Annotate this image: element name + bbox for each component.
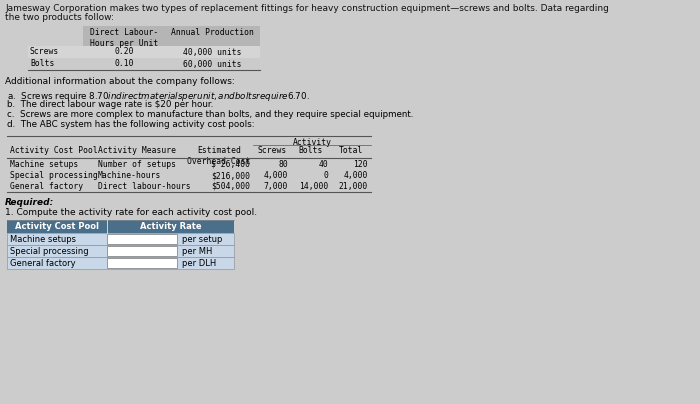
Text: Activity: Activity (293, 138, 332, 147)
Bar (7, 233, 234, 245)
Text: General factory: General factory (10, 259, 76, 267)
Text: Annual Production: Annual Production (171, 28, 254, 37)
Text: per MH: per MH (182, 246, 212, 255)
Text: Activity Measure: Activity Measure (98, 146, 176, 155)
Text: Screws: Screws (258, 146, 286, 155)
Text: 120: 120 (354, 160, 368, 169)
Text: 1. Compute the activity rate for each activity cost pool.: 1. Compute the activity rate for each ac… (5, 208, 257, 217)
Bar (28, 58, 260, 70)
Text: $ 26,400: $ 26,400 (211, 160, 250, 169)
Text: Direct labour-hours: Direct labour-hours (98, 182, 190, 191)
Text: a.  Screws require $8.70 in direct materials per unit, and bolts require $6.70.: a. Screws require $8.70 in direct materi… (7, 90, 310, 103)
Text: Activity Rate: Activity Rate (140, 222, 202, 231)
Text: Additional information about the company follows:: Additional information about the company… (5, 77, 235, 86)
Text: 40,000 units: 40,000 units (183, 48, 241, 57)
Text: Machine setups: Machine setups (10, 234, 76, 244)
Text: Bolts: Bolts (30, 59, 55, 69)
Text: 0.20: 0.20 (114, 48, 134, 57)
Text: 4,000: 4,000 (264, 171, 288, 180)
Text: 60,000 units: 60,000 units (183, 59, 241, 69)
Bar (107, 234, 177, 244)
Text: Activity Cost Pool: Activity Cost Pool (10, 146, 98, 155)
Text: 21,000: 21,000 (339, 182, 368, 191)
Bar (7, 220, 234, 233)
Text: $216,000: $216,000 (211, 171, 250, 180)
Text: General factory: General factory (10, 182, 83, 191)
Text: Required:: Required: (5, 198, 55, 207)
Bar (83, 26, 260, 46)
Text: Jamesway Corporation makes two types of replacement fittings for heavy construct: Jamesway Corporation makes two types of … (5, 4, 609, 13)
Text: $504,000: $504,000 (211, 182, 250, 191)
Text: Special processing: Special processing (10, 171, 98, 180)
Text: d.  The ABC system has the following activity cost pools:: d. The ABC system has the following acti… (7, 120, 255, 129)
Bar (107, 258, 177, 268)
Bar (7, 257, 234, 269)
Text: 4,000: 4,000 (344, 171, 368, 180)
Text: Special processing: Special processing (10, 246, 89, 255)
Text: Bolts: Bolts (299, 146, 323, 155)
Text: Estimated
Overhead Cost: Estimated Overhead Cost (188, 146, 251, 166)
Text: Number of setups: Number of setups (98, 160, 176, 169)
Text: Activity Cost Pool: Activity Cost Pool (15, 222, 99, 231)
Text: per DLH: per DLH (182, 259, 216, 267)
Text: Machine-hours: Machine-hours (98, 171, 162, 180)
Text: Direct Labour-
Hours per Unit: Direct Labour- Hours per Unit (90, 28, 158, 48)
Text: Machine setups: Machine setups (10, 160, 78, 169)
Text: 40: 40 (318, 160, 328, 169)
Text: per setup: per setup (182, 234, 223, 244)
Text: 80: 80 (279, 160, 288, 169)
Text: the two products follow:: the two products follow: (5, 13, 114, 22)
Text: 0.10: 0.10 (114, 59, 134, 69)
Text: c.  Screws are more complex to manufacture than bolts, and they require special : c. Screws are more complex to manufactur… (7, 110, 414, 119)
Text: Total: Total (339, 146, 363, 155)
Text: 0: 0 (323, 171, 328, 180)
Bar (107, 246, 177, 256)
Text: b.  The direct labour wage rate is $20 per hour.: b. The direct labour wage rate is $20 pe… (7, 100, 214, 109)
Bar (28, 46, 260, 58)
Text: Screws: Screws (30, 48, 60, 57)
Text: 7,000: 7,000 (264, 182, 288, 191)
Bar (7, 245, 234, 257)
Text: 14,000: 14,000 (299, 182, 328, 191)
